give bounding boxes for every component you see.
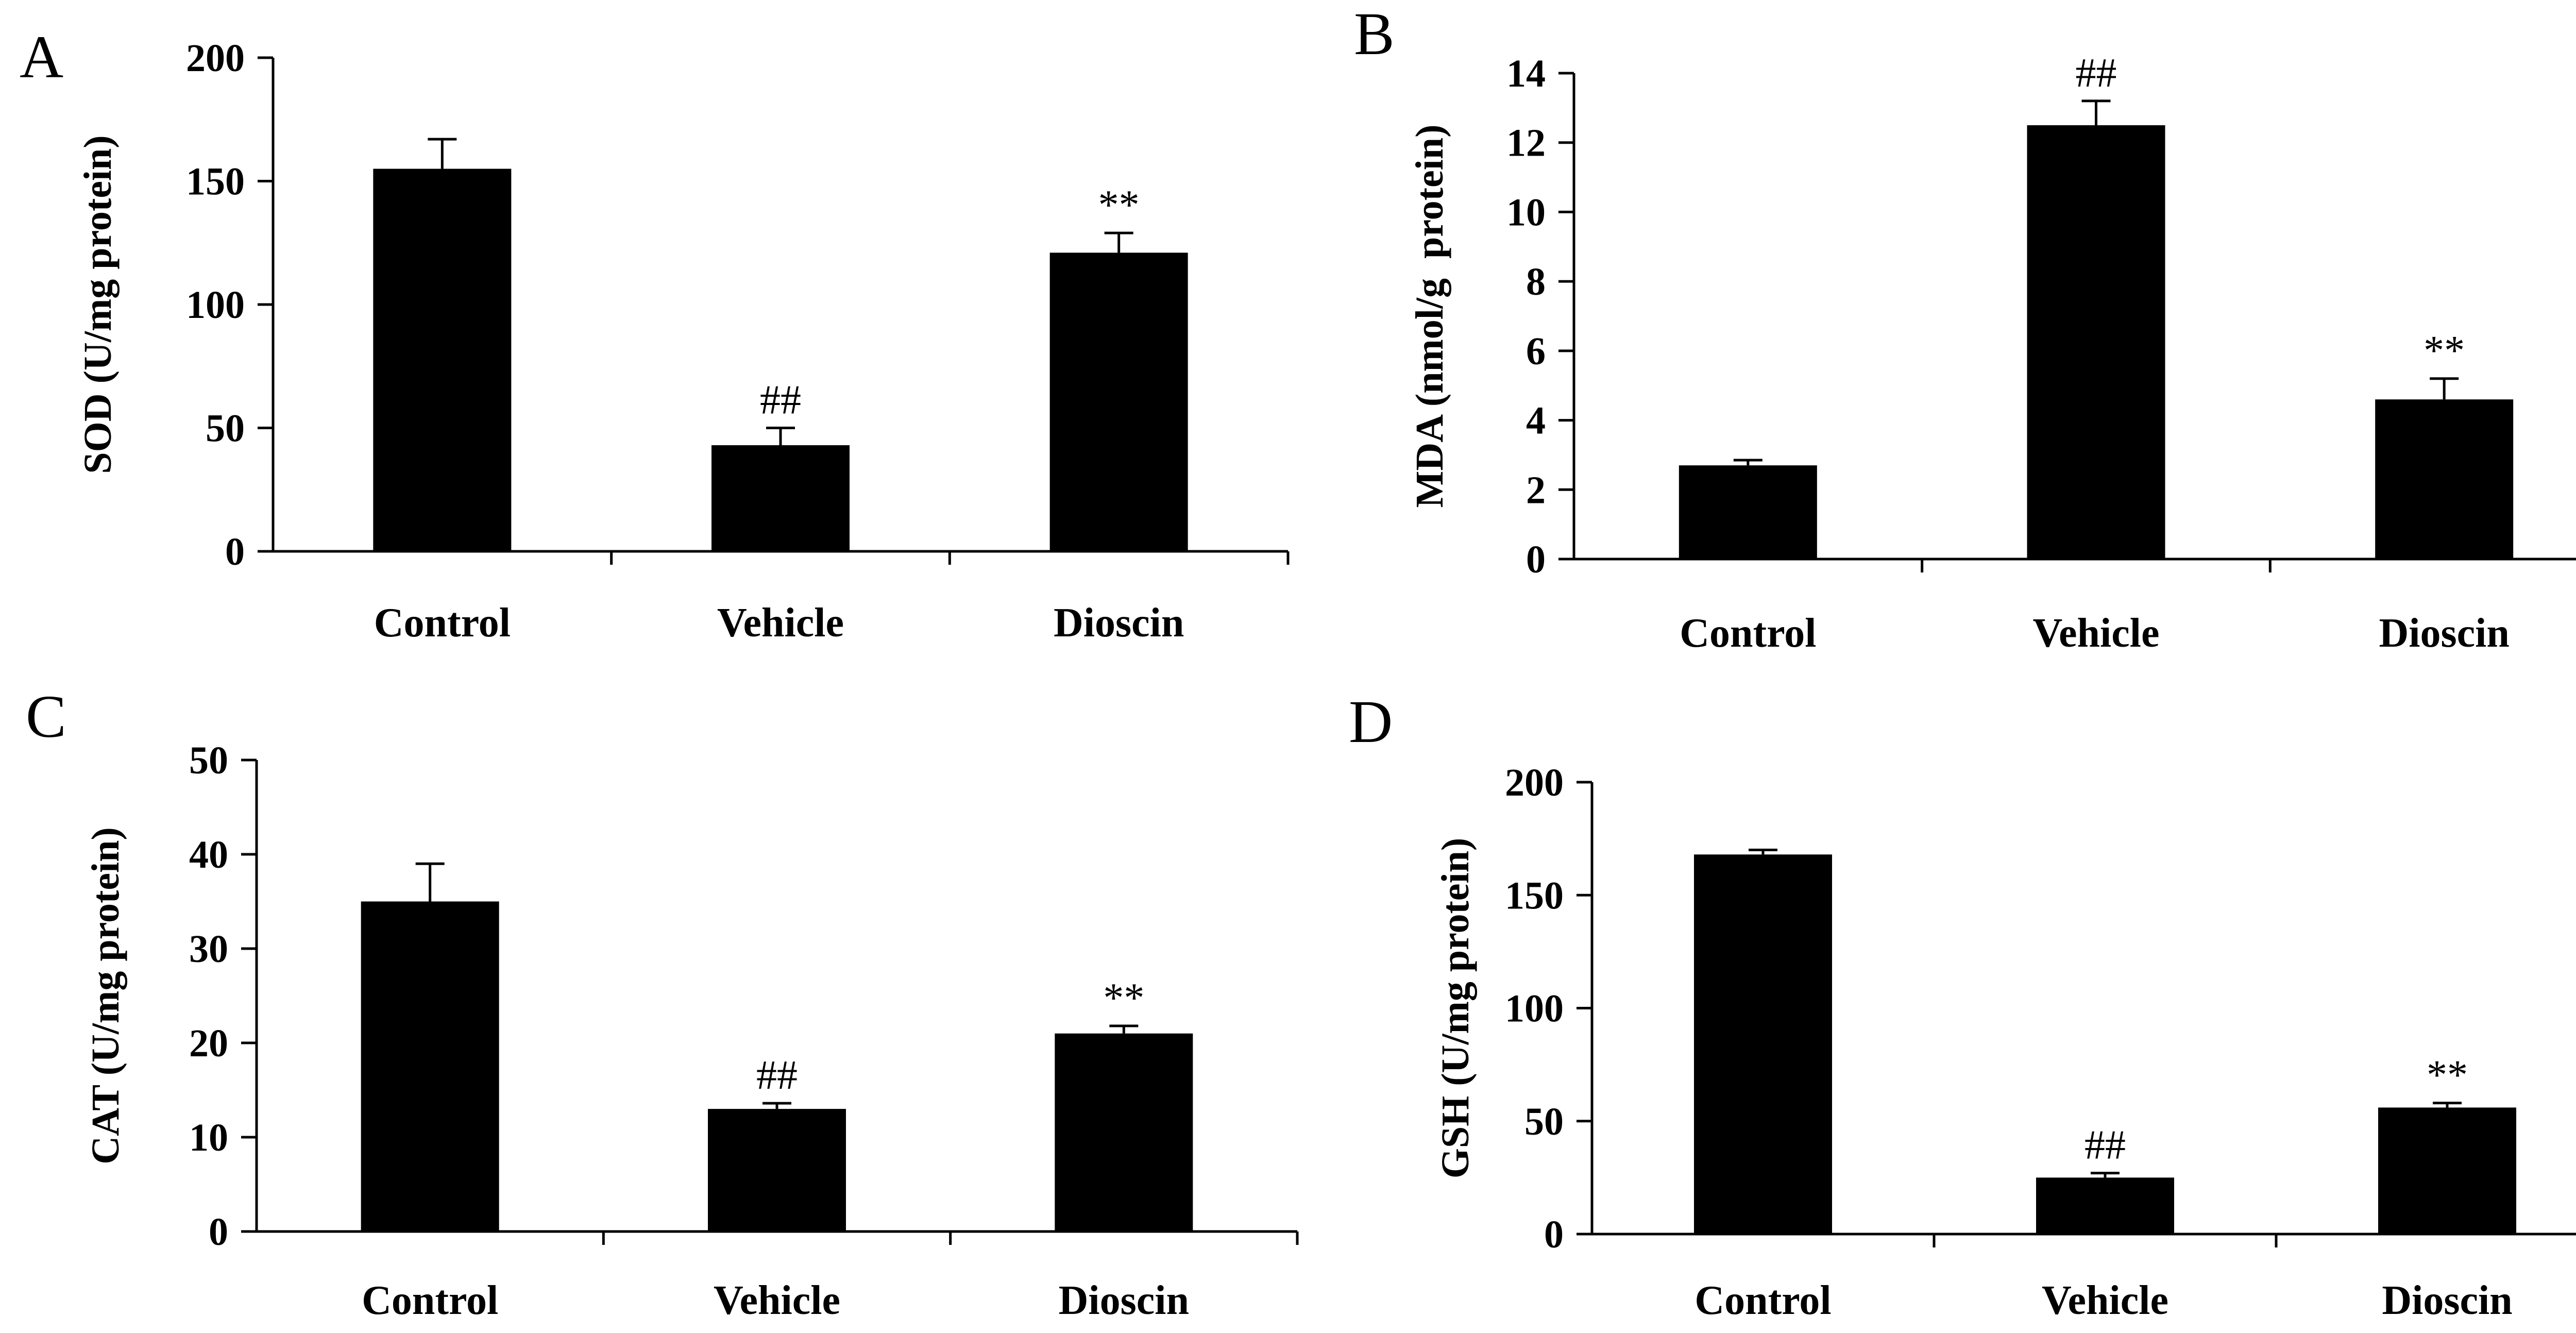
panel-c-category-label-dioscin: Dioscin [1059,1278,1189,1323]
panel-c-y-tick-label: 10 [189,1116,228,1159]
panel-a-errorbar-vehicle [766,427,795,446]
panel-d-bar-control [1694,854,1832,1234]
panel-c-y-tick-label: 50 [189,739,228,782]
panel-a-bar-control [373,168,512,551]
panel-b-category-label-dioscin: Dioscin [2379,611,2509,656]
panel-a-category-label-vehicle: Vehicle [717,600,844,646]
panel-b-bar-control [1679,465,1817,559]
panel-b-category-label-vehicle: Vehicle [2033,611,2160,656]
panel-b-errorbar-vehicle [2081,99,2111,126]
panel-b-significance-dioscin: ** [2424,328,2465,374]
panel-a-y-tick-label: 50 [206,407,245,450]
panel-c-errorbar-dioscin [1109,1024,1139,1034]
panel-d-significance-dioscin: ** [2427,1053,2468,1098]
panel-a-y-tick-label: 0 [225,530,245,573]
panel-b-bar-vehicle [2027,125,2165,560]
panel-c-errorbar-control [415,862,445,902]
panel-b-y-tick-label: 4 [1526,399,1546,443]
panel-b-significance-vehicle: ## [2076,50,2117,96]
panel-a-errorbar-control [428,138,457,169]
panel-b-category-label-control: Control [1680,611,1816,656]
panel-b-letter: B [1354,0,1395,68]
panel-c-y-tick-label: 30 [189,927,228,971]
panel-c-y-tick-label: 0 [209,1210,228,1254]
panel-c-y-tick-label: 20 [189,1022,228,1065]
panel-a-significance-dioscin: ** [1098,182,1140,228]
panel-c-bar-dioscin [1055,1033,1193,1231]
panel-b-y-tick-label: 10 [1506,191,1546,234]
panel-a-errorbar-dioscin [1104,231,1133,253]
panel-d-y-tick-label: 0 [1544,1213,1564,1256]
panel-c-y-axis-title: CAT (U/mg protein) [84,827,127,1164]
panel-b-y-axis-title: MDA (nmol/g protein) [1408,125,1451,508]
panel-a-category-label-control: Control [374,600,511,646]
panel-d-y-tick-label: 150 [1505,874,1564,917]
panel-c-bar-control [361,901,499,1231]
panel-d-bar-vehicle [2036,1177,2174,1234]
panel-b-y-tick-label: 8 [1526,260,1546,303]
panel-a-y-tick-label: 100 [186,283,245,327]
panel-c-errorbar-vehicle [762,1102,791,1109]
panel-b-y-tick-label: 2 [1526,468,1546,512]
panel-d-errorbar-control [1749,849,1777,855]
panel-d-errorbar-vehicle [2091,1172,2120,1178]
panel-d-y-tick-label: 100 [1505,987,1564,1031]
panel-b-y-tick-label: 14 [1506,52,1546,95]
panel-c-category-label-control: Control [362,1278,498,1323]
panel-a-y-tick-label: 200 [186,37,245,80]
panel-d-y-tick-label: 200 [1505,761,1564,804]
panel-c-bar-vehicle [708,1109,846,1231]
panel-a-category-label-dioscin: Dioscin [1054,600,1184,646]
panel-b-errorbar-control [1733,459,1762,466]
panel-d-category-label-dioscin: Dioscin [2382,1278,2512,1323]
panel-d-letter: D [1349,688,1393,755]
panel-a-letter: A [20,23,63,91]
panel-c-significance-dioscin: ** [1103,975,1144,1021]
panel-b-bar-dioscin [2375,399,2514,559]
panel-c-y-tick-label: 40 [189,833,228,876]
panel-a-significance-vehicle: ## [760,378,801,423]
panel-c-significance-vehicle: ## [756,1053,798,1098]
panel-a-bar-dioscin [1049,252,1188,551]
panel-a-bar-vehicle [711,445,850,551]
panel-b-y-tick-label: 0 [1526,538,1546,581]
panel-d-category-label-vehicle: Vehicle [2042,1278,2168,1323]
panel-d-y-tick-label: 50 [1524,1100,1564,1143]
panel-a-y-tick-label: 150 [186,160,245,204]
panel-d-errorbar-dioscin [2433,1102,2462,1108]
panel-d-significance-vehicle: ## [2084,1123,2126,1168]
panel-d-category-label-control: Control [1694,1278,1831,1323]
panel-a-y-axis-title: SOD (U/mg protein) [76,135,120,474]
panel-b-y-tick-label: 6 [1526,330,1546,373]
panel-b-errorbar-dioscin [2430,377,2459,400]
panel-c-category-label-vehicle: Vehicle [714,1278,840,1323]
panel-c-letter: C [26,683,66,750]
panel-b-y-tick-label: 12 [1506,122,1546,165]
panel-d-y-axis-title: GSH (U/mg protein) [1434,838,1477,1178]
panel-d-bar-dioscin [2378,1107,2516,1234]
